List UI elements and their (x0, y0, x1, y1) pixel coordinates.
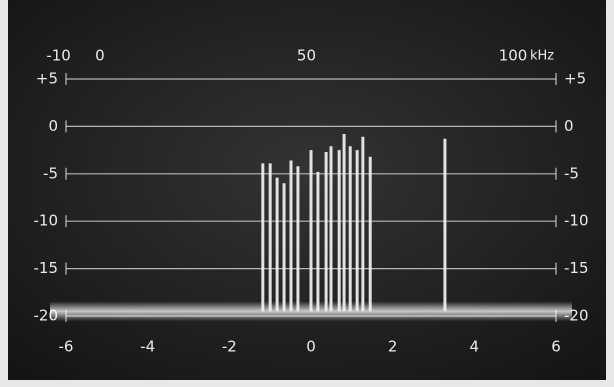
x2-tick-label: -10 (46, 47, 71, 65)
y2-tick-label: -10 (564, 212, 589, 230)
y-tick-label: 0 (48, 117, 58, 135)
x-tick-label: 2 (388, 338, 398, 356)
x-tick-label: -2 (222, 338, 237, 356)
y-tick-label: -10 (34, 212, 59, 230)
y2-tick-label: -5 (564, 164, 579, 182)
x2-tick-label: 50 (297, 47, 316, 65)
y-tick-label: -5 (43, 164, 58, 182)
x-tick-label: 4 (470, 338, 480, 356)
x2-unit: kHz (530, 49, 554, 64)
y-tick-label: -15 (34, 259, 59, 277)
y2-tick-label: 0 (564, 117, 574, 135)
x-tick-label: 6 (551, 338, 561, 356)
x-tick-label: 0 (306, 338, 316, 356)
x-tick-label: -4 (140, 338, 155, 356)
y2-tick-label: +5 (564, 69, 586, 87)
y2-tick-label: -15 (564, 259, 589, 277)
x2-tick-label: 0 (95, 47, 105, 65)
y-tick-label: +5 (36, 69, 58, 87)
x-tick-label: -6 (59, 338, 74, 356)
x2-tick-label: 100 (499, 47, 528, 65)
